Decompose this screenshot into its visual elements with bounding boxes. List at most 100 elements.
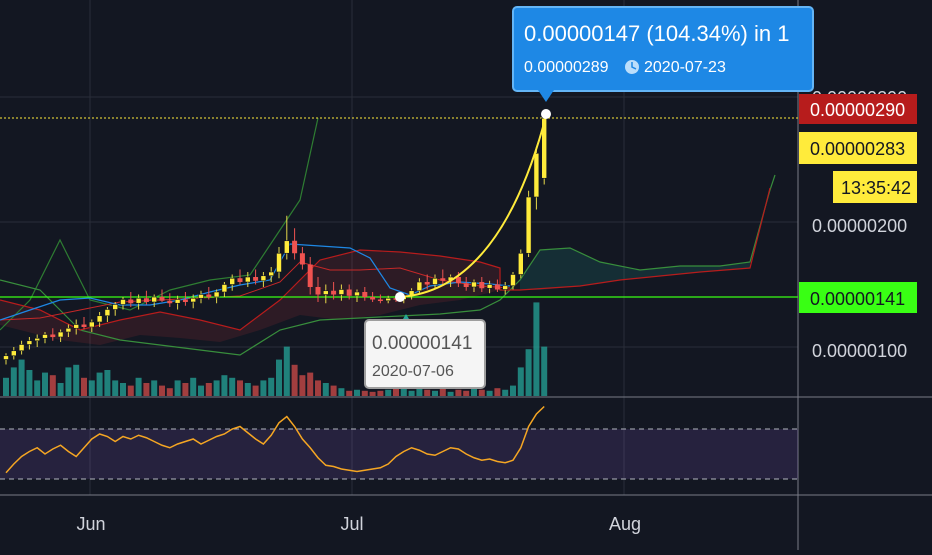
- y-tick-label: 0.00000100: [812, 341, 907, 361]
- volume-bar: [541, 346, 548, 396]
- candle-body: [377, 299, 383, 301]
- volume-bar: [502, 389, 509, 396]
- candle-body: [276, 252, 282, 273]
- candle: [463, 277, 469, 291]
- volume-bar: [533, 302, 540, 396]
- candle: [182, 292, 188, 306]
- candle-body: [307, 264, 313, 287]
- candle-body: [315, 287, 321, 295]
- candle: [159, 289, 165, 302]
- candle: [96, 312, 103, 327]
- candle: [276, 247, 282, 279]
- candle-body: [502, 285, 509, 290]
- volume-bar: [416, 388, 423, 396]
- candle: [104, 307, 111, 322]
- candle: [198, 290, 204, 304]
- candle: [502, 282, 509, 295]
- measure-tooltip-change: 0.00000147 (104.34%) in 1: [524, 21, 789, 46]
- candle-body: [322, 290, 329, 295]
- candle-body: [533, 152, 540, 198]
- volume-bar: [291, 364, 298, 396]
- volume-bar: [361, 390, 368, 396]
- candle: [65, 324, 72, 337]
- measure-tooltip-date: 2020-07-23: [644, 59, 726, 76]
- candle: [42, 332, 48, 344]
- candle-body: [206, 294, 212, 297]
- volume-bar: [283, 346, 290, 396]
- candle-body: [260, 275, 267, 282]
- volume-bar: [424, 389, 431, 396]
- volume-bar: [182, 383, 189, 396]
- candle: [517, 249, 524, 279]
- volume-bar: [57, 383, 64, 396]
- candle-body: [486, 284, 493, 289]
- leading-span-a-line: [0, 174, 776, 356]
- candle-body: [440, 278, 446, 281]
- candle-body: [292, 240, 298, 254]
- volume-bar: [135, 377, 142, 396]
- candle-body: [3, 355, 9, 360]
- candle: [237, 269, 243, 285]
- volume-bar: [338, 388, 345, 396]
- volume-bar: [65, 367, 72, 396]
- volume-bar: [190, 377, 197, 396]
- candle-body: [283, 240, 290, 254]
- volume-bar: [517, 367, 524, 396]
- candle: [315, 277, 321, 302]
- rsi-layer: [5, 405, 545, 474]
- candle: [81, 317, 87, 330]
- candle: [11, 347, 17, 360]
- volume-bar: [432, 390, 438, 396]
- candle-body: [416, 281, 423, 292]
- candle-body: [104, 309, 111, 317]
- volume-bar: [221, 375, 228, 396]
- candle-body: [517, 252, 524, 275]
- candle: [221, 282, 228, 297]
- measure-start-point[interactable]: [395, 292, 405, 302]
- high-price-badge: 0.00000290: [799, 94, 917, 124]
- volume-bar: [229, 377, 236, 396]
- start-tooltip-bg: [364, 319, 486, 389]
- candle: [299, 247, 305, 270]
- start-tooltip: 0.00000141 2020-07-06: [364, 319, 486, 389]
- candle: [362, 287, 368, 301]
- x-tick-label: Jul: [340, 514, 363, 534]
- measure-end-point[interactable]: [541, 109, 551, 119]
- start-price-badge-text: 0.00000141: [810, 289, 905, 309]
- candle: [57, 329, 64, 342]
- candle-body: [463, 283, 469, 287]
- leading-span-b-line: [0, 187, 771, 331]
- candle: [174, 295, 181, 310]
- measure-curve: [399, 115, 547, 298]
- candle-body: [432, 277, 438, 285]
- cloud-fill-red: [0, 250, 500, 345]
- candle-body: [190, 297, 196, 303]
- candle-body: [510, 274, 516, 287]
- candle: [112, 302, 118, 316]
- volume-bar: [330, 385, 337, 396]
- candle-body: [331, 290, 337, 295]
- candle-body: [525, 196, 532, 254]
- candle: [190, 294, 196, 309]
- base-line: [0, 261, 511, 321]
- candle-body: [167, 300, 173, 304]
- candle: [338, 284, 345, 301]
- candle: [471, 279, 477, 292]
- candle-body: [213, 291, 220, 298]
- candle: [440, 269, 446, 285]
- candle-body: [65, 327, 72, 333]
- volume-bar: [471, 388, 477, 396]
- measure-tooltip-pointer: [538, 90, 554, 102]
- candle: [510, 272, 516, 290]
- candle-body: [42, 334, 48, 339]
- candle-body: [11, 350, 17, 357]
- candle: [135, 294, 142, 310]
- volume-bar: [252, 385, 259, 396]
- candle-body: [354, 291, 360, 297]
- candle-body: [34, 337, 41, 342]
- candle-body: [229, 277, 235, 285]
- candle-body: [96, 315, 103, 323]
- candle-body: [221, 284, 228, 293]
